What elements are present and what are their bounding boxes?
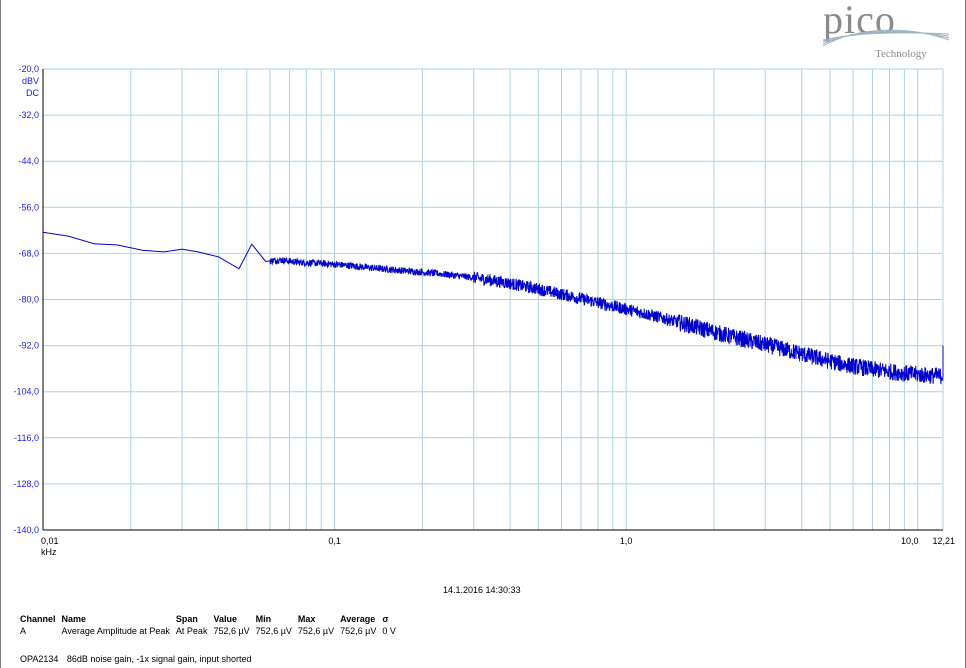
y-tick-label: -32,0 [18,110,39,120]
x-tick-label: 0,1 [328,536,341,546]
x-unit-label: kHz [41,547,57,557]
axes [42,69,943,531]
cell-name: Average Amplitude at Peak [61,626,170,636]
x-tick-label: 12,21 [932,536,955,546]
cell-value: 752,6 µV [213,626,250,636]
cell-max: 752,6 µV [297,626,335,636]
col-name: Name [61,614,87,624]
col-value: Value [213,614,237,624]
tick-labels: -20,0 -32,0 -44,0 -56,0 -68,0 -80,0 -92,0 -104,… [13,64,955,557]
y-tick-label: -116,0 [14,433,39,443]
col-average: Average [340,614,376,624]
y-tick-label: -80,0 [18,295,39,305]
y-tick-label: -104,0 [13,387,39,397]
x-tick-label: 1,0 [620,536,633,546]
y-tick-label: -140,0 [13,525,39,535]
y-unit-label: dBV [22,76,39,86]
col-max: Max [297,614,316,624]
y-tick-label: -20,0 [18,64,39,74]
col-min: Min [255,614,272,624]
notes-description: 86dB noise gain, -1x signal gain, input … [66,654,252,664]
cell-sigma: 0 V [382,626,396,636]
cell-span: At Peak [175,626,208,636]
measurements-table: Channel Name Span Value Min Max Average … [20,613,402,637]
x-tick-label: 0,01 [41,536,59,546]
notes-device: OPA2134 [20,654,59,664]
col-sigma: σ [382,614,389,624]
logo-swoosh-icon [822,29,950,47]
cell-average: 752,6 µV [340,626,377,636]
series-layer [42,231,944,385]
grid [42,68,944,531]
x-tick-label: 10,0 [901,536,919,546]
y-tick-label: -128,0 [13,479,39,489]
y-coupling-label: DC [26,88,39,98]
y-tick-label: -44,0 [18,156,39,166]
logo-subtitle: Technology [875,48,927,60]
y-tick-label: -56,0 [18,202,39,212]
capture-timestamp: 14.1.2016 14:30:33 [443,585,521,595]
notes: OPA2134 86dB noise gain, -1x signal gain… [20,654,258,664]
measurements-header-row: Channel Name Span Value Min Max Average … [20,613,402,625]
cell-channel: A [20,626,27,636]
table-row: A Average Amplitude at Peak At Peak 752,… [20,625,402,637]
col-span: Span [175,614,198,624]
pico-logo: pico Technology [819,0,953,62]
spectrum-chart: -20,0 -32,0 -44,0 -56,0 -68,0 -80,0 -92,0 -104,… [13,64,955,557]
col-channel: Channel [20,614,56,624]
cell-min: 752,6 µV [255,626,292,636]
series-line [42,231,944,385]
y-tick-label: -68,0 [18,248,39,258]
y-tick-label: -92,0 [18,341,39,351]
